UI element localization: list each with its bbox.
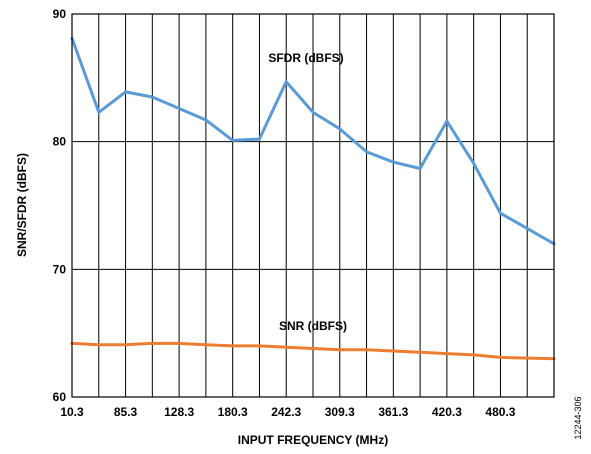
y-tick-label: 60 xyxy=(53,390,67,404)
snr-data-point xyxy=(204,343,208,346)
sfdr-data-point xyxy=(365,150,368,154)
sfdr-data-point xyxy=(445,120,449,123)
x-tick-label: 309.3 xyxy=(325,405,355,419)
x-tick-labels: 10.3 85.3 128.3 180.3 242.3 309.3 361.3 420.3 48… xyxy=(60,405,515,419)
x-tick-label: 85.3 xyxy=(114,405,138,419)
sfdr-data-point xyxy=(151,95,154,99)
sfdr-series-line xyxy=(70,36,556,246)
grid xyxy=(72,14,554,397)
snr-data-point xyxy=(258,344,261,348)
snr-data-point xyxy=(231,344,234,348)
sfdr-data-point xyxy=(124,90,127,94)
y-axis-title: SNR/SFDR (dBFS) xyxy=(15,153,29,257)
snr-data-point xyxy=(177,342,181,345)
x-tick-label: 180.3 xyxy=(218,405,248,419)
sfdr-data-point xyxy=(231,139,234,142)
snr-data-point xyxy=(97,343,100,346)
x-tick-label: 361.3 xyxy=(378,405,408,419)
sfdr-data-point xyxy=(285,80,288,83)
sfdr-data-point xyxy=(338,127,341,131)
sfdr-data-point xyxy=(418,167,422,170)
sfdr-data-point xyxy=(499,211,502,215)
snr-data-point xyxy=(338,348,341,351)
sfdr-annotation: SFDR (dBFS) xyxy=(268,51,343,65)
sfdr-data-point xyxy=(472,162,475,165)
snr-annotation: SNR (dBFS) xyxy=(279,319,347,333)
snr-data-point xyxy=(124,343,127,346)
y-tick-label: 70 xyxy=(53,262,67,276)
x-axis-title: INPUT FREQUENCY (MHz) xyxy=(238,433,388,447)
x-tick-label: 480.3 xyxy=(485,405,515,419)
y-tick-labels: 60 70 80 90 xyxy=(53,7,67,404)
snr-data-point xyxy=(365,348,368,351)
snr-data-point xyxy=(285,346,288,349)
sfdr-data-point xyxy=(97,111,100,114)
snr-data-point xyxy=(499,356,502,359)
x-tick-label: 128.3 xyxy=(164,405,194,419)
sfdr-data-point xyxy=(204,118,208,122)
x-tick-label: 10.3 xyxy=(60,405,84,419)
plot-frame xyxy=(71,13,555,398)
snr-series-line xyxy=(70,341,556,361)
sfdr-data-point xyxy=(258,137,261,141)
sfdr-data-point xyxy=(177,107,181,110)
x-tick-label: 242.3 xyxy=(271,405,301,419)
snr-data-point xyxy=(445,352,449,355)
y-tick-label: 90 xyxy=(53,7,67,21)
snr-data-point xyxy=(472,353,475,357)
series-layer xyxy=(70,36,556,361)
figure-id: 12244-306 xyxy=(573,396,583,439)
snr-data-point xyxy=(151,342,154,345)
snr-data-point xyxy=(418,351,422,354)
y-tick-label: 80 xyxy=(53,135,67,149)
x-tick-label: 420.3 xyxy=(432,405,462,419)
snr-data-point xyxy=(311,347,315,350)
sfdr-data-point xyxy=(392,160,395,164)
snr-data-point xyxy=(392,349,395,353)
sfdr-data-point xyxy=(311,111,315,114)
